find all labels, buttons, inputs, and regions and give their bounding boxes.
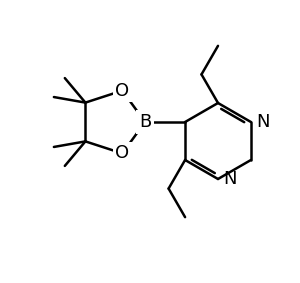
Text: N: N [223, 170, 236, 188]
Text: O: O [115, 144, 129, 162]
Text: B: B [139, 113, 151, 131]
Text: N: N [256, 113, 269, 131]
Text: O: O [115, 82, 129, 100]
